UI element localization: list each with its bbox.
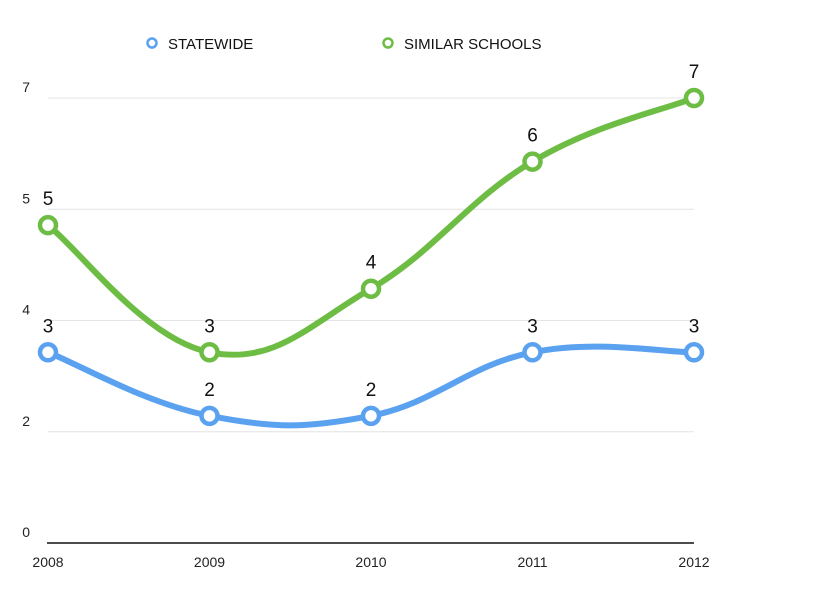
y-tick-label: 5 xyxy=(22,190,30,206)
statewide-point xyxy=(37,342,59,363)
statewide-data-label: 2 xyxy=(204,380,215,401)
statewide-point xyxy=(522,342,543,363)
y-tick-label: 4 xyxy=(22,302,30,318)
statewide-data-label: 3 xyxy=(43,316,54,337)
statewide-data-label: 2 xyxy=(366,380,377,401)
similar-schools-point xyxy=(522,151,543,172)
y-tick-label: 7 xyxy=(22,79,30,95)
similar-schools-data-label: 6 xyxy=(527,126,538,147)
similar-schools-legend-marker-icon xyxy=(382,37,394,49)
x-tick-label: 2009 xyxy=(194,554,225,570)
statewide-legend-marker-icon xyxy=(146,37,158,49)
statewide-data-label: 3 xyxy=(689,316,700,337)
series-lines xyxy=(37,87,705,429)
y-tick-label: 2 xyxy=(22,413,30,429)
similar-schools-point xyxy=(683,87,705,109)
statewide-data-label: 3 xyxy=(527,316,538,337)
similar-schools-data-label: 7 xyxy=(689,62,700,83)
similar-schools-point xyxy=(360,278,382,299)
statewide-point xyxy=(683,342,705,363)
x-tick-label: 2012 xyxy=(678,554,709,570)
x-tick-label: 2011 xyxy=(517,554,547,570)
grid-lines xyxy=(48,97,694,433)
similar-schools-point xyxy=(37,214,59,236)
y-axis-tick-labels: 0 2 4 5 7 xyxy=(22,79,30,540)
similar-schools-legend-label: SIMILAR SCHOOLS xyxy=(404,36,542,53)
legend: STATEWIDE SIMILAR SCHOOLS xyxy=(146,36,542,53)
statewide-legend-label: STATEWIDE xyxy=(168,36,253,53)
similar-schools-data-label: 5 xyxy=(43,189,54,210)
similar-schools-data-label: 3 xyxy=(204,316,215,337)
similar-schools-line xyxy=(45,95,697,358)
statewide-point xyxy=(199,405,220,427)
y-tick-label: 0 xyxy=(22,524,30,540)
statewide-point xyxy=(360,405,382,427)
data-labels: 3 2 2 3 3 5 3 4 6 7 xyxy=(43,62,700,401)
x-tick-label: 2008 xyxy=(32,554,63,570)
similar-schools-data-label: 4 xyxy=(366,253,377,274)
x-tick-label: 2010 xyxy=(355,554,386,570)
x-axis-tick-labels: 2008 2009 2010 2011 2012 xyxy=(32,554,709,570)
similar-schools-point xyxy=(199,342,220,363)
